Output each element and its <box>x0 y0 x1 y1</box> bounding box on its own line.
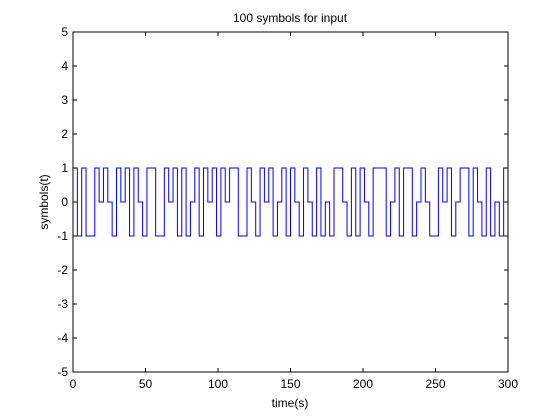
y-tick-label: 5 <box>61 25 68 39</box>
y-tick-label: -1 <box>57 229 68 243</box>
y-tick-label: 4 <box>61 59 68 73</box>
y-axis-title: symbols(t) <box>37 174 51 229</box>
series-line-0 <box>73 167 508 237</box>
y-tick-label: -4 <box>57 331 68 345</box>
tick-layer: 0 50 100 150 200 250 300 -5 -4 -3 -2 -1 0 1 2 3 4 5 <box>57 25 518 391</box>
x-tick-label: 50 <box>139 377 153 391</box>
series-layer <box>73 167 508 237</box>
y-tick-label: 0 <box>61 195 68 209</box>
x-tick-label: 0 <box>70 377 77 391</box>
x-tick-label: 300 <box>498 377 518 391</box>
x-axis-title: time(s) <box>272 396 309 410</box>
y-tick-label: 2 <box>61 127 68 141</box>
y-tick-label: -3 <box>57 297 68 311</box>
chart-title: 100 symbols for input <box>233 11 348 25</box>
y-tick-label: -2 <box>57 263 68 277</box>
x-tick-label: 250 <box>425 377 445 391</box>
x-tick-label: 150 <box>280 377 300 391</box>
y-tick-label: 3 <box>61 93 68 107</box>
x-tick-label: 200 <box>353 377 373 391</box>
y-tick-label: -5 <box>57 365 68 379</box>
x-tick-label: 100 <box>208 377 228 391</box>
y-tick-label: 1 <box>61 161 68 175</box>
